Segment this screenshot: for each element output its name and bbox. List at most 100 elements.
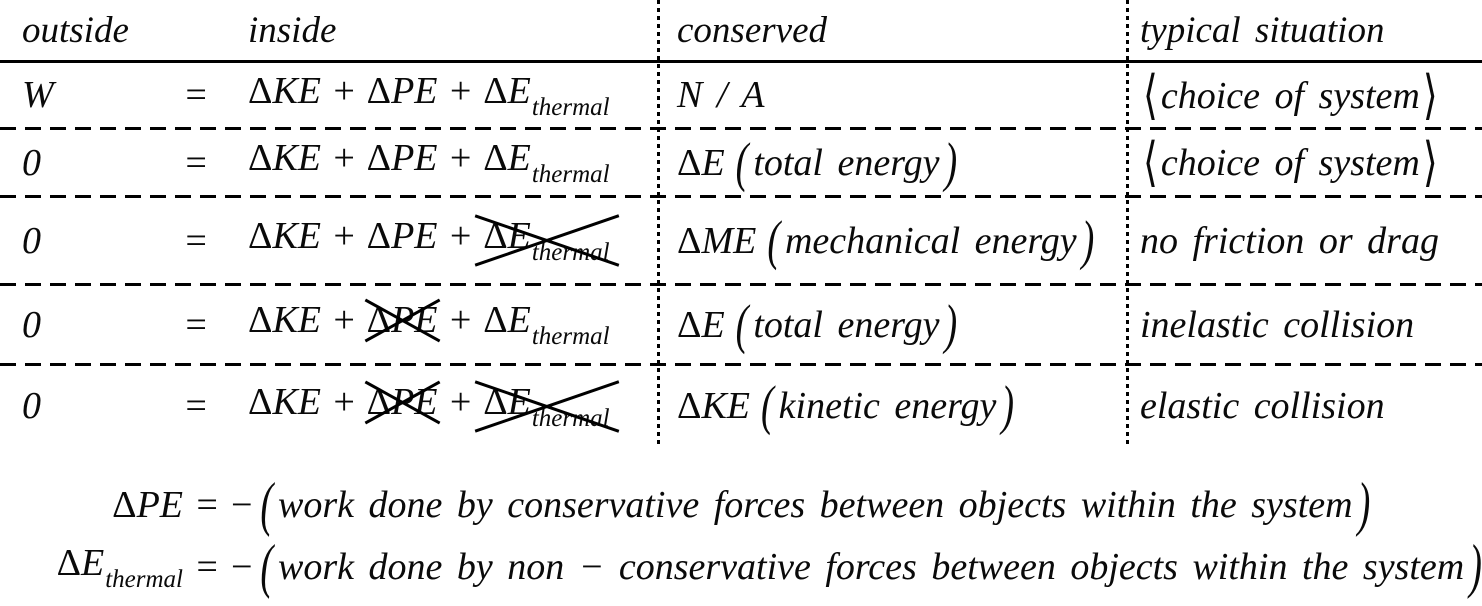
subscript: thermal [105, 565, 183, 593]
footnote-lhs: ΔPE [112, 484, 183, 526]
term-PE-crossed: ΔPE [366, 299, 438, 341]
term-E-thermal: ΔEthermal [483, 69, 610, 121]
situation-cell: inelastic collision [1127, 303, 1482, 347]
term-E-thermal-crossed: ΔEthermal [483, 380, 610, 432]
conserved-cell: ΔE(total energy) [658, 132, 1127, 193]
term-KE: ΔKE [248, 380, 321, 423]
conserved-cell: ΔE(total energy) [658, 294, 1127, 355]
subscript: thermal [531, 161, 610, 188]
situation-cell: ⟨choice of system⟩ [1127, 134, 1482, 193]
conserved-cell: ΔKE (kinetic energy) [658, 376, 1127, 437]
delta-symbol: Δ [366, 215, 392, 257]
conserved-note: total energy [753, 303, 940, 346]
footnote-lhs: ΔEthermal [56, 541, 183, 593]
table-row-3: 0 = ΔKE + ΔPE + ΔEthermal ΔME(mechanical energy… [0, 198, 1482, 283]
inside-expression: ΔKE + ΔPE + ΔEthermal [248, 298, 658, 351]
term-E-thermal: ΔEthermal [483, 137, 610, 188]
table-row-1: W = ΔKE + ΔPE + ΔEthermal N / A ⟨choice of syste… [0, 63, 1482, 127]
left-angle-bracket: ⟨ [1143, 66, 1158, 126]
subscript: thermal [531, 404, 610, 432]
delta-symbol: Δ [483, 69, 508, 112]
conserved-note: kinetic energy [778, 385, 997, 427]
footnote-text: work done by conservative forces between… [277, 484, 1353, 526]
delta-symbol: Δ [248, 380, 273, 423]
outside-cell: 0 [22, 303, 41, 346]
left-paren: ( [260, 533, 273, 601]
situation-text: inelastic collision [1140, 303, 1415, 346]
left-paren: ( [735, 132, 749, 193]
delta-symbol: Δ [248, 215, 273, 257]
delta-symbol: Δ [366, 137, 392, 179]
plus-operator: + [447, 69, 474, 112]
plus-operator: + [331, 69, 357, 112]
delta-symbol: Δ [677, 385, 702, 427]
inside-expression: ΔKE + ΔPE + ΔEthermal [248, 380, 658, 433]
header-divider-line [0, 60, 1482, 63]
outside-cell: 0 [22, 219, 41, 262]
footnote-text: work done by non − conservative forces b… [277, 546, 1465, 588]
term-PE: ΔPE [366, 69, 438, 112]
delta-symbol: Δ [56, 541, 81, 584]
plus-operator: + [447, 137, 474, 179]
right-paren: ) [944, 294, 958, 355]
inside-expression: ΔKE + ΔPE + ΔEthermal [248, 214, 658, 267]
term-PE: ΔPE [366, 215, 438, 257]
delta-symbol: Δ [677, 303, 702, 346]
right-paren: ) [1081, 210, 1095, 271]
column-divider-conserved [657, 0, 660, 446]
equals-sign: = [183, 141, 209, 184]
row-divider-line [0, 363, 1482, 366]
plus-operator: + [447, 215, 474, 257]
plus-operator: + [331, 137, 357, 179]
footnotes: ΔPE = −(work done by conservative forces b… [0, 471, 1482, 600]
equals-sign: = [183, 74, 209, 116]
right-paren: ) [1469, 533, 1482, 601]
row-divider-line [0, 283, 1482, 286]
conserved-symbol: N / A [677, 74, 765, 116]
header-situation: typical situation [1140, 9, 1385, 51]
term-E-thermal-crossed: ΔEthermal [483, 215, 610, 266]
column-divider-situation [1126, 0, 1129, 446]
term-PE-crossed: ΔPE [366, 380, 438, 423]
row-divider-line [0, 127, 1482, 130]
equals-sign: = [183, 303, 209, 346]
delta-symbol: Δ [483, 215, 508, 257]
inside-expression: ΔKE + ΔPE + ΔEthermal [248, 136, 658, 189]
conserved-symbol: ΔE [677, 303, 725, 346]
situation-cell: ⟨choice of system⟩ [1127, 66, 1482, 125]
situation-cell: elastic collision [1127, 384, 1482, 428]
table-row-5: 0 = ΔKE + ΔPE + ΔEthermal ΔKE(kinetic energy) el… [0, 366, 1482, 446]
row-divider-line [0, 195, 1482, 198]
right-paren: ) [1357, 471, 1371, 539]
delta-symbol: Δ [248, 69, 273, 112]
delta-symbol: Δ [366, 299, 392, 341]
situation-text: no friction or drag [1140, 219, 1439, 262]
delta-symbol: Δ [366, 380, 392, 423]
footnote-line-1: ΔPE = −(work done by conservative forces b… [0, 471, 1482, 538]
equals-sign: = [183, 219, 209, 262]
conserved-cell: N / A [658, 73, 1127, 117]
table-header-row: outside inside conserved typical situati… [0, 0, 1482, 60]
delta-symbol: Δ [366, 69, 392, 112]
minus-sign: − [228, 484, 255, 526]
situation-text: choice of system [1160, 74, 1420, 117]
right-paren: ) [1001, 375, 1015, 437]
delta-symbol: Δ [677, 219, 702, 262]
delta-symbol: Δ [677, 141, 702, 184]
delta-symbol: Δ [248, 137, 273, 179]
conserved-symbol: ΔE [677, 141, 725, 184]
plus-operator: + [331, 299, 357, 341]
left-angle-bracket: ⟨ [1143, 133, 1158, 193]
situation-text: choice of system [1160, 142, 1420, 184]
table-row-4: 0 = ΔKE + ΔPE + ΔEthermal ΔE(total energy) inela… [0, 286, 1482, 363]
energy-table: outside inside conserved typical situati… [0, 0, 1482, 446]
delta-symbol: Δ [112, 484, 137, 526]
minus-sign: − [228, 546, 255, 588]
conserved-symbol: ΔME [677, 219, 757, 262]
equals-sign: = [183, 385, 209, 427]
plus-operator: + [331, 380, 357, 423]
left-paren: ( [767, 210, 780, 271]
plus-operator: + [447, 380, 474, 423]
table-row-2: 0 = ΔKE + ΔPE + ΔEthermal ΔE(total energy) ⟨choi… [0, 130, 1482, 195]
